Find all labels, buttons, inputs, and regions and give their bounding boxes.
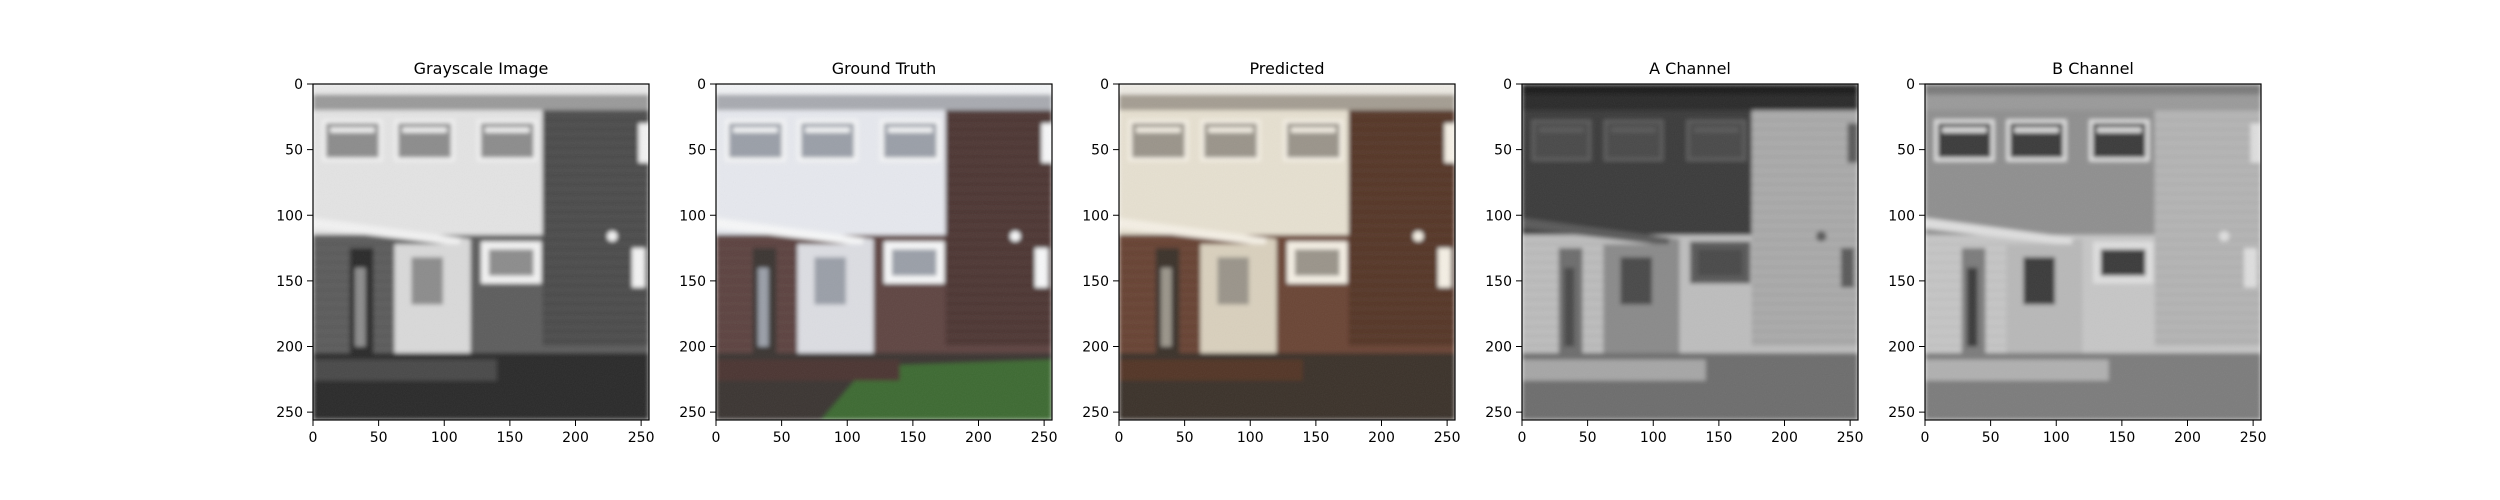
x-tick-label: 50 [1579,430,1597,446]
x-tick-label: 200 [1771,430,1798,446]
panel-a-channel: A Channel 0 50 100 150 200 250 0 50 100 150 200 250 [1485,59,1863,446]
y-tick-label: 150 [276,274,303,290]
panel-color-predicted: Predicted 0 50 100 150 200 250 0 50 100 150 200 250 [1082,59,1460,446]
y-tick-label: 250 [276,405,303,421]
x-tick-label: 100 [834,430,861,446]
y-tick-label: 0 [294,77,303,93]
panel-color-ground-truth: Ground Truth 0 50 100 150 200 250 0 50 100 150 200 2… [679,59,1057,446]
y-tick-label: 50 [1091,143,1109,159]
x-tick-label: 0 [1921,430,1930,446]
x-tick-label: 250 [1434,430,1461,446]
y-tick-label: 50 [688,143,706,159]
x-tick-label: 250 [628,430,655,446]
x-tick-label: 150 [497,430,524,446]
x-tick-label: 250 [1837,430,1864,446]
axes-frame [715,83,1053,421]
y-tick-label: 150 [679,274,706,290]
y-tick-label: 0 [1100,77,1109,93]
y-tick-label: 150 [1485,274,1512,290]
panel-title: B Channel [2052,59,2134,78]
x-tick-label: 100 [2043,430,2070,446]
x-tick-label: 200 [562,430,589,446]
x-tick-label: 100 [431,430,458,446]
y-tick-label: 250 [1082,405,1109,421]
image-grain [313,84,649,420]
y-tick-label: 100 [1082,208,1109,224]
x-tick-label: 100 [1237,430,1264,446]
y-tick-label: 200 [1485,340,1512,356]
x-tick-label: 200 [1368,430,1395,446]
x-tick-label: 200 [2174,430,2201,446]
y-tick-label: 50 [1897,143,1915,159]
x-tick-label: 0 [712,430,721,446]
panel-title: Predicted [1249,59,1324,78]
x-tick-label: 250 [2240,430,2267,446]
image-grain [716,84,1052,420]
x-tick-label: 50 [1982,430,2000,446]
image-grain [1119,84,1455,420]
axes-frame [1924,83,2262,421]
panel-title: Ground Truth [832,59,937,78]
y-tick-label: 0 [1503,77,1512,93]
x-tick-label: 0 [309,430,318,446]
panel-b-channel: B Channel 0 50 100 150 200 250 0 50 100 150 200 250 [1888,59,2266,446]
axes-frame [312,83,650,421]
x-tick-label: 50 [1176,430,1194,446]
x-tick-label: 150 [1303,430,1330,446]
axes-frame [1118,83,1456,421]
x-tick-label: 150 [1706,430,1733,446]
x-tick-label: 150 [900,430,927,446]
x-tick-label: 200 [965,430,992,446]
y-tick-label: 0 [697,77,706,93]
axes-frame [1521,83,1859,421]
x-tick-label: 0 [1518,430,1527,446]
y-tick-label: 0 [1906,77,1915,93]
panel-title: Grayscale Image [414,59,549,78]
y-tick-label: 200 [1082,340,1109,356]
image-grain [1925,84,2261,420]
y-tick-label: 200 [1888,340,1915,356]
y-tick-label: 250 [679,405,706,421]
x-tick-label: 100 [1640,430,1667,446]
y-tick-label: 50 [1494,143,1512,159]
x-tick-label: 0 [1115,430,1124,446]
y-tick-label: 100 [679,208,706,224]
image-grain [1522,84,1858,420]
panel-grayscale: Grayscale Image 0 50 100 150 200 250 0 50 100 150 2… [276,59,654,446]
y-tick-label: 100 [276,208,303,224]
y-tick-label: 150 [1888,274,1915,290]
x-tick-label: 150 [2109,430,2136,446]
y-tick-label: 250 [1485,405,1512,421]
x-tick-label: 50 [370,430,388,446]
panel-title: A Channel [1649,59,1731,78]
x-tick-label: 250 [1031,430,1058,446]
y-tick-label: 200 [679,340,706,356]
y-tick-label: 100 [1485,208,1512,224]
y-tick-label: 50 [285,143,303,159]
y-tick-label: 200 [276,340,303,356]
y-tick-label: 250 [1888,405,1915,421]
y-tick-label: 100 [1888,208,1915,224]
x-tick-label: 50 [773,430,791,446]
y-tick-label: 150 [1082,274,1109,290]
